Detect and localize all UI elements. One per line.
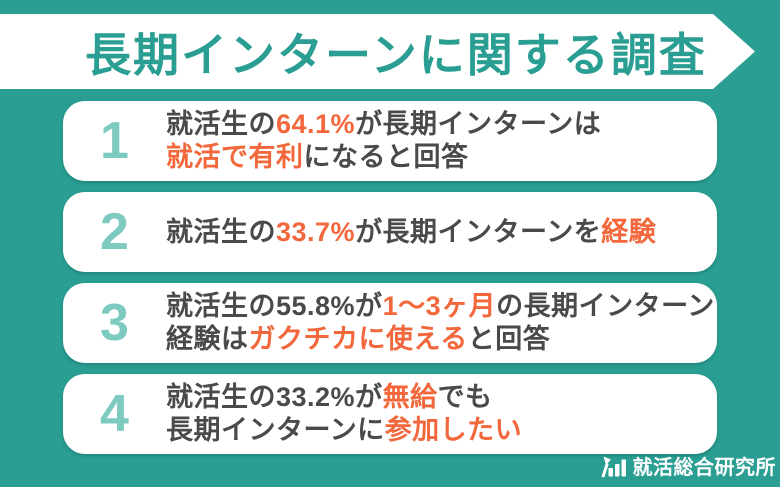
text-segment: 就活生の33.2%が — [166, 382, 383, 412]
text-segment: 経験は — [166, 324, 249, 354]
finding-card: 4 就活生の33.2%が無給でも 長期インターンに参加したい — [63, 374, 717, 454]
finding-card: 3 就活生の55.8%が1〜3ヶ月の長期インターン 経験はガクチカに使えると回答 — [63, 283, 717, 363]
finding-text: 就活生の33.2%が無給でも 長期インターンに参加したい — [166, 381, 717, 447]
highlighted-text-segment: 無給 — [382, 382, 438, 412]
finding-text-line: 就活生の64.1%が長期インターンは — [166, 108, 717, 141]
logo-text: 就活総合研究所 — [632, 457, 776, 479]
finding-card: 2 就活生の33.7%が長期インターンを経験 — [63, 192, 717, 272]
finding-number: 2 — [100, 203, 129, 261]
finding-text: 就活生の33.7%が長期インターンを経験 — [166, 216, 717, 249]
page-title: 長期インターンに関する調査 — [85, 28, 707, 81]
text-segment: でも — [437, 382, 493, 412]
footer-logo: 就活総合研究所 — [601, 451, 777, 480]
finding-text: 就活生の55.8%が1〜3ヶ月の長期インターン 経験はガクチカに使えると回答 — [166, 290, 717, 356]
text-segment: と回答 — [467, 324, 551, 354]
text-segment: 就活生の55.8%が — [166, 291, 383, 321]
text-segment: が長期インターンを — [355, 216, 602, 247]
finding-text-line: 就活生の33.2%が無給でも — [166, 381, 717, 414]
title-banner: 長期インターンに関する調査 — [0, 14, 755, 89]
highlighted-text-segment: 経験 — [601, 216, 657, 247]
finding-text-line: 就活生の33.7%が長期インターンを経験 — [166, 216, 717, 249]
finding-text-line: 就活生の55.8%が1〜3ヶ月の長期インターン — [166, 290, 717, 323]
finding-text-line: 長期インターンに参加したい — [166, 414, 717, 447]
highlighted-text-segment: 1〜3ヶ月 — [382, 291, 497, 321]
text-segment: 就活生の — [166, 216, 276, 247]
finding-number: 4 — [100, 385, 129, 443]
highlighted-text-segment: ガクチカに使える — [248, 324, 468, 354]
text-segment: 長期インターンに — [166, 415, 385, 445]
finding-text-line: 就活で有利になると回答 — [166, 141, 717, 174]
finding-number: 1 — [100, 112, 129, 170]
highlighted-text-segment: 64.1% — [276, 109, 356, 139]
survey-findings-list: 1 就活生の64.1%が長期インターンは 就活で有利になると回答 2 就活生の33… — [63, 101, 717, 454]
text-segment: になると回答 — [303, 142, 469, 172]
finding-text: 就活生の64.1%が長期インターンは 就活で有利になると回答 — [166, 108, 717, 174]
finding-text-line: 経験はガクチカに使えると回答 — [166, 323, 717, 356]
finding-card: 1 就活生の64.1%が長期インターンは 就活で有利になると回答 — [63, 101, 717, 181]
text-segment: が長期インターンは — [355, 109, 602, 139]
highlighted-text-segment: 33.7% — [276, 216, 356, 247]
growth-chart-icon — [601, 456, 626, 477]
finding-number: 3 — [100, 294, 129, 352]
text-segment: 就活生の — [166, 109, 276, 139]
highlighted-text-segment: 参加したい — [384, 415, 523, 445]
highlighted-text-segment: 就活で有利 — [166, 142, 304, 172]
text-segment: の長期インターン — [496, 291, 715, 321]
